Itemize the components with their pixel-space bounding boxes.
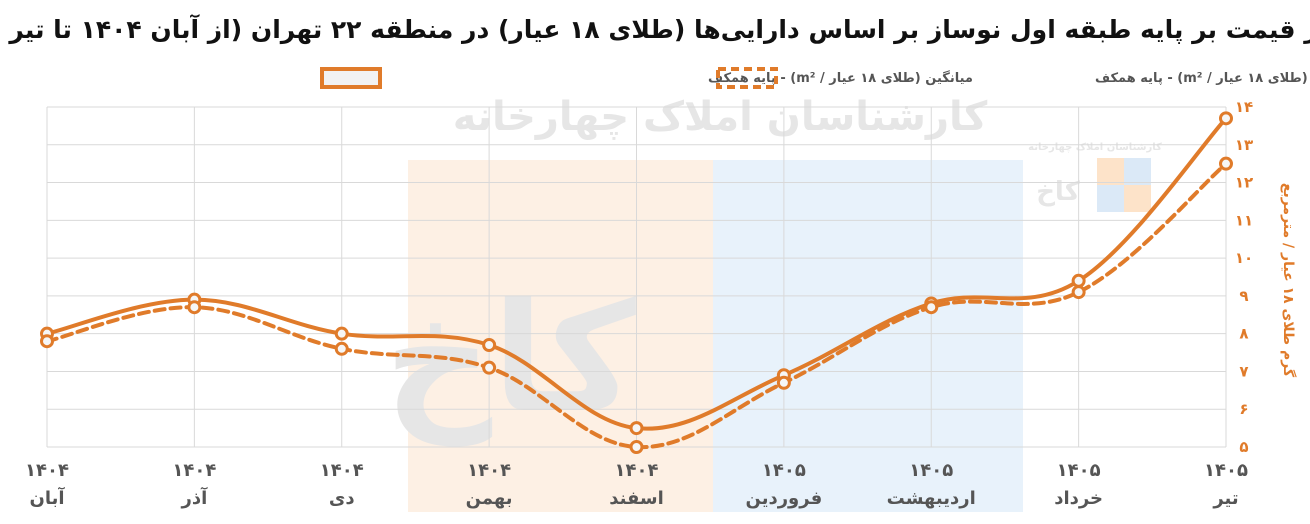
x-tick-year: ۱۴۰۴ (25, 460, 69, 481)
x-tick-year: ۱۴۰۵ (762, 460, 806, 481)
x-tick-year: ۱۴۰۴ (320, 460, 364, 481)
x-tick-month: دی (329, 488, 355, 509)
y-axis-title: گرم طلای ۱۸ عیار / مترمربع (1280, 183, 1297, 378)
y-tick-label: ۱۲ (1235, 174, 1253, 192)
watermark-logo-square-2 (1124, 158, 1151, 185)
x-axis: ۱۴۰۴ آبان ۱۴۰۴ آذر ۱۴۰۴ دی ۱۴۰۴ بهمن ۱۴۰۴ اسفند ۱۴… (25, 460, 1248, 509)
data-point-mean (334, 341, 349, 356)
data-point-mean (40, 334, 54, 349)
data-point-mean (776, 375, 791, 390)
data-point-median (629, 421, 644, 436)
x-tick-year: ۱۴۰۴ (467, 460, 511, 481)
legend-swatch-solid (320, 67, 382, 89)
data-point-mean (629, 440, 644, 454)
x-tick-month: فروردین (746, 488, 823, 509)
data-point-median (482, 338, 497, 352)
watermark-main-text: کارشناسان املاک چهارخانه (453, 94, 988, 140)
data-point-mean (924, 300, 939, 315)
data-point-mean (1219, 156, 1233, 171)
watermark-logo-small: کاخ (1036, 177, 1081, 207)
x-tick-year: ۱۴۰۴ (615, 460, 659, 481)
y-tick-label: ۸ (1239, 325, 1248, 343)
watermark-logo-square-3 (1097, 185, 1124, 212)
watermark-logo-large: کاخ (384, 272, 636, 447)
x-tick-year: ۱۴۰۵ (1204, 460, 1248, 481)
legend-swatch-dashed (716, 67, 778, 89)
watermark: کارشناسان املاک چهارخانه کارشناسان املاک… (384, 94, 1162, 447)
x-tick-year: ۱۴۰۴ (172, 460, 216, 481)
y-tick-label: ۱۴ (1235, 98, 1253, 116)
y-tick-label: ۱۱ (1235, 211, 1253, 229)
x-tick-month: آبان (29, 486, 65, 509)
x-tick-year: ۱۴۰۵ (909, 460, 953, 481)
data-point-mean (1071, 285, 1086, 300)
data-point-median (1071, 273, 1086, 288)
chart-title: نمودار قیمت بر پایه طبقه اول نوساز بر اس… (0, 14, 1310, 45)
legend-label-median: میانه (طلای ۱۸ عیار / m²) - پایه همکف (1095, 71, 1310, 86)
data-point-median (1219, 111, 1233, 126)
x-tick-month: اسفند (609, 488, 664, 509)
y-tick-label: ۹ (1239, 287, 1248, 305)
x-tick-month: تیر (1212, 488, 1238, 509)
y-tick-label: ۱۳ (1235, 136, 1253, 154)
x-tick-month: خرداد (1054, 488, 1103, 509)
data-point-mean (482, 360, 497, 375)
legend: میانگین (طلای ۱۸ عیار / m²) - پایه همکف … (320, 67, 1310, 89)
band-orange (408, 160, 713, 512)
series (40, 111, 1233, 454)
x-tick-month: آذر (180, 486, 208, 509)
watermark-logo-square-1 (1097, 158, 1124, 185)
x-tick-year: ۱۴۰۵ (1057, 460, 1101, 481)
x-tick-month: اردیبهشت (887, 488, 976, 509)
y-axis: ۵ ۶ ۷ ۸ ۹ ۱۰ ۱۱ ۱۲ ۱۳ ۱۴ (1235, 98, 1253, 456)
x-tick-month: بهمن (466, 488, 513, 509)
grid (46, 106, 1227, 448)
y-tick-label: ۷ (1239, 362, 1248, 380)
y-tick-label: ۵ (1239, 438, 1248, 456)
data-point-median (334, 326, 349, 341)
y-tick-label: ۶ (1239, 400, 1248, 418)
watermark-logo-square-4 (1124, 185, 1151, 212)
legend-label-mean: میانگین (طلای ۱۸ عیار / m²) - پایه همکف (708, 70, 973, 86)
data-point-mean (187, 300, 202, 315)
y-tick-label: ۱۰ (1235, 249, 1253, 267)
watermark-small-text: کارشناسان املاک چهارخانه (1028, 142, 1162, 153)
